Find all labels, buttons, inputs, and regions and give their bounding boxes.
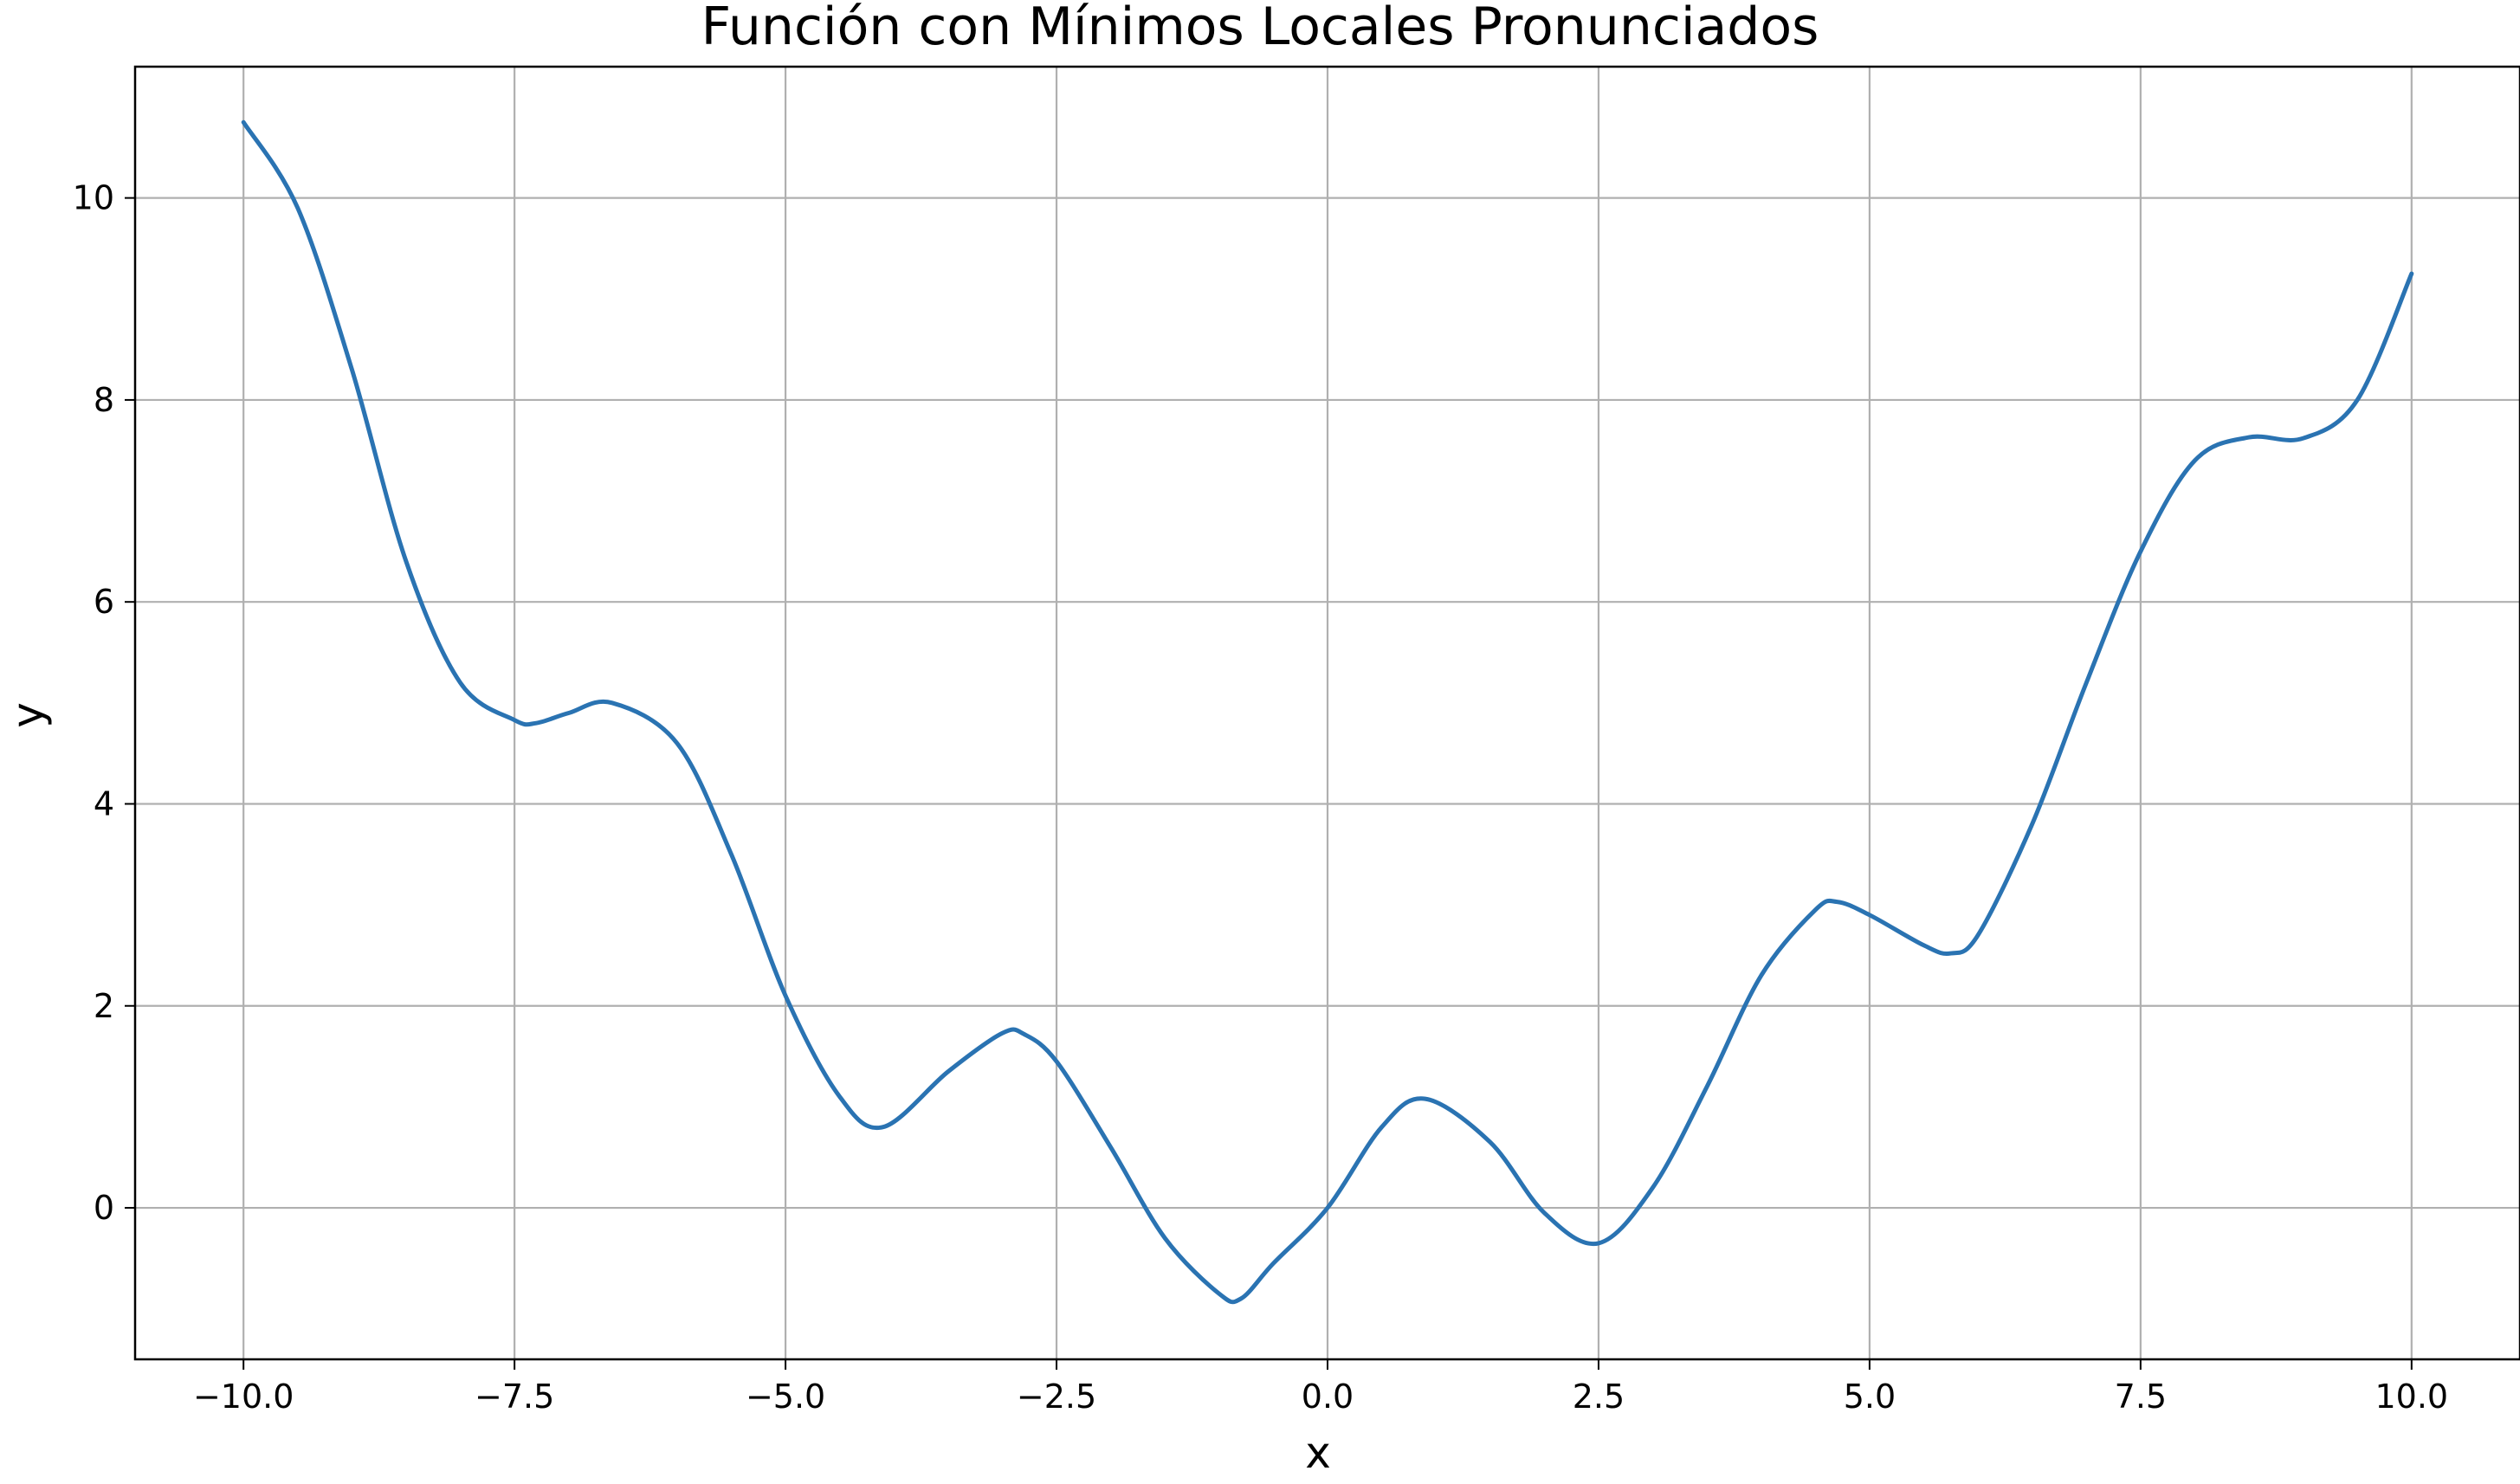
x-tick-label: 7.5 xyxy=(2115,1378,2167,1416)
y-tick-label: 8 xyxy=(94,381,114,419)
y-tick-label: 4 xyxy=(94,784,114,823)
y-tick-label: 6 xyxy=(94,583,114,621)
y-axis-label: y xyxy=(3,702,53,728)
x-tick-label: 0.0 xyxy=(1302,1378,1354,1416)
x-tick-label: −7.5 xyxy=(475,1378,554,1416)
x-tick-label: −10.0 xyxy=(193,1378,294,1416)
y-axis-ticks: 0 2 4 6 8 10 xyxy=(73,179,135,1227)
chart-title: Función con Mínimos Locales Pronunciados xyxy=(701,0,1819,57)
x-tick-label: 2.5 xyxy=(1573,1378,1625,1416)
x-axis-label: x xyxy=(1305,1428,1331,1478)
y-tick-label: 10 xyxy=(73,179,114,217)
plot-lines xyxy=(241,119,2414,1305)
x-tick-label: 5.0 xyxy=(1844,1378,1896,1416)
plot-frame xyxy=(133,65,2520,1361)
x-tick-label: 10.0 xyxy=(2375,1378,2449,1416)
x-tick-label: −2.5 xyxy=(1017,1378,1096,1416)
y-tick-label: 2 xyxy=(94,987,114,1025)
grid-lines xyxy=(135,67,2520,1359)
y-tick-label: 0 xyxy=(94,1189,114,1227)
x-tick-label: −5.0 xyxy=(746,1378,825,1416)
x-axis-ticks: −10.0 −7.5 −5.0 −2.5 0.0 2.5 5.0 7.5 10.0 xyxy=(193,1359,2448,1416)
series-line xyxy=(241,119,2414,1305)
